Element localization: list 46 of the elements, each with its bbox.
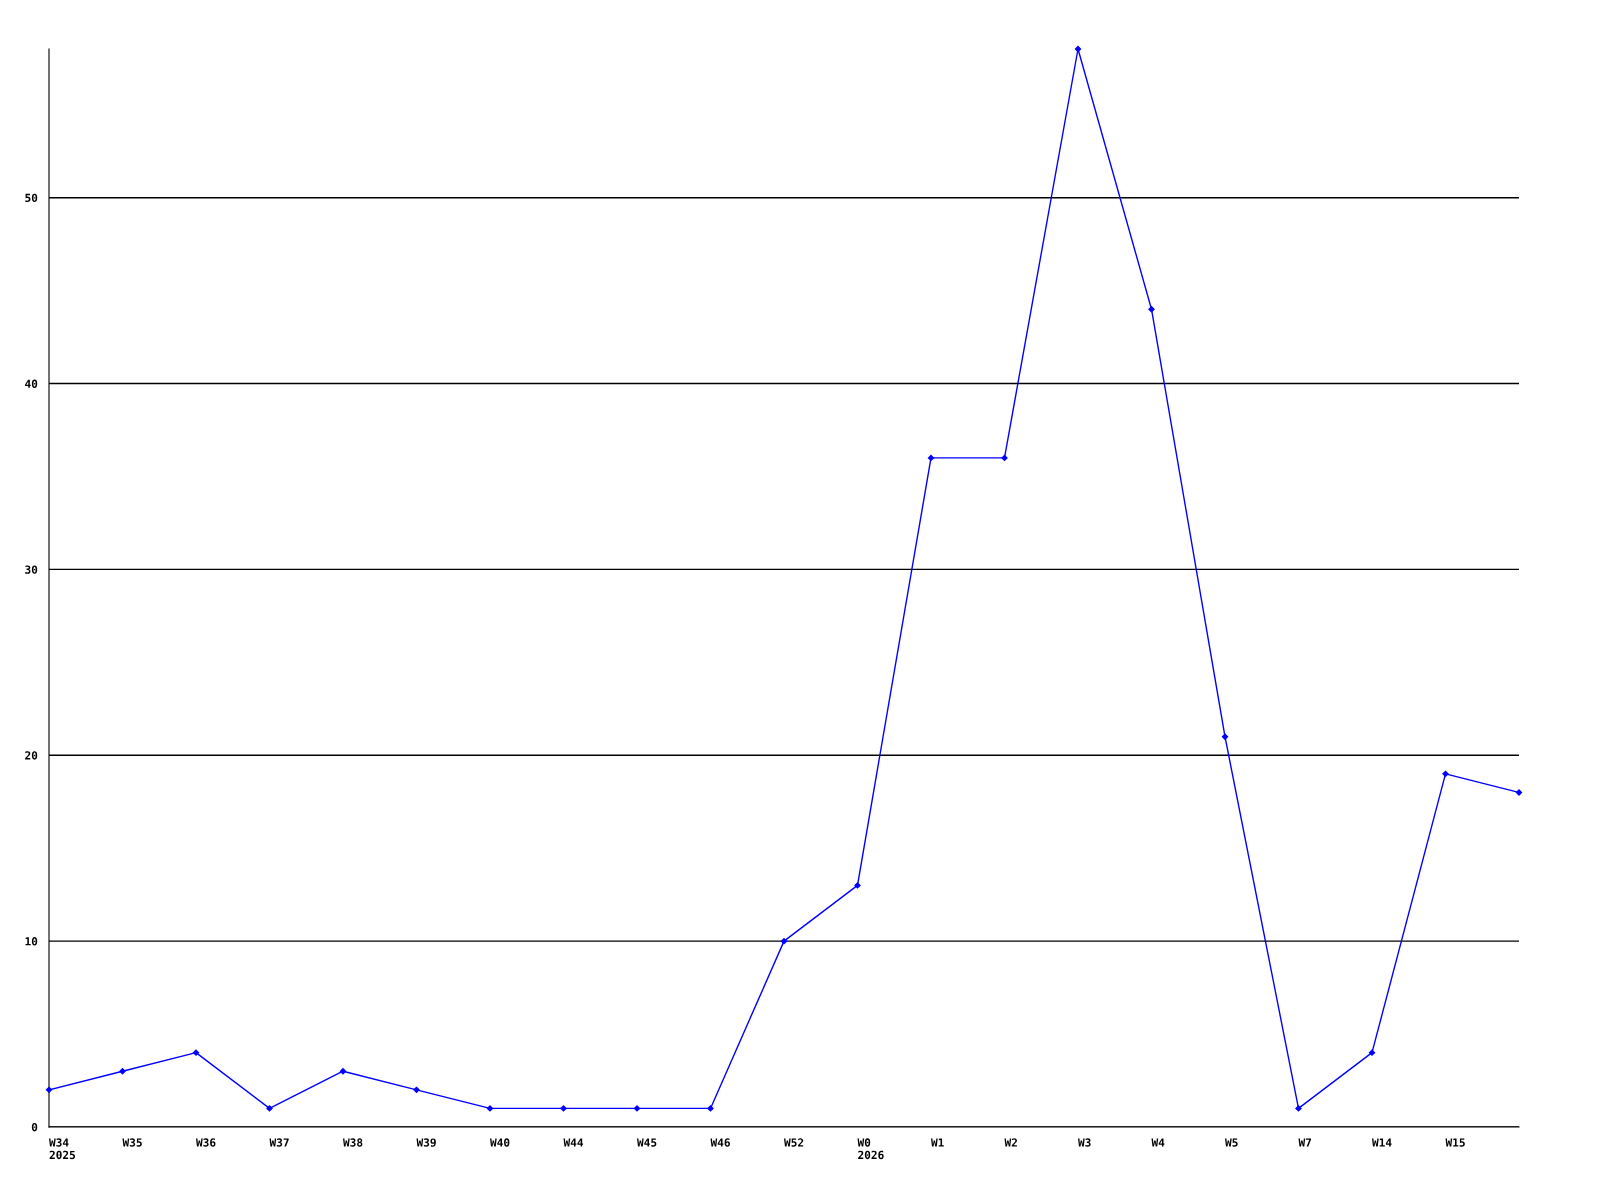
y-tick-label: 20 <box>25 751 38 760</box>
point <box>1148 306 1155 313</box>
x-tick-label: W5 <box>1225 1138 1238 1147</box>
x-tick-label: W46 <box>710 1138 730 1147</box>
x-tick-label: W36 <box>196 1138 216 1147</box>
point <box>192 1049 200 1056</box>
x-tick-label: W52 <box>784 1138 804 1147</box>
point <box>560 1105 567 1112</box>
point <box>1074 45 1082 53</box>
point <box>854 882 861 889</box>
x-tick-label: W7 <box>1298 1138 1312 1147</box>
x-tick-label: W45 <box>637 1138 657 1147</box>
x-tick-label: W2 <box>1004 1138 1017 1147</box>
x-tick-label: W15 <box>1445 1138 1465 1147</box>
x-tick-label: W40 <box>490 1138 510 1147</box>
y-tick-label: 50 <box>25 193 38 203</box>
point <box>1368 1049 1376 1056</box>
point <box>1442 770 1449 778</box>
x-tick-label: W34 2025 <box>49 1138 75 1160</box>
y-tick-label: 30 <box>25 565 38 574</box>
x-tick-label: W38 <box>343 1138 363 1147</box>
point <box>633 1105 641 1112</box>
point <box>1001 454 1008 462</box>
point <box>486 1105 494 1112</box>
x-tick-label: W35 <box>122 1138 142 1147</box>
point <box>927 454 935 462</box>
point <box>707 1105 714 1112</box>
x-tick-label: W4 <box>1151 1138 1165 1147</box>
point <box>413 1086 420 1093</box>
x-tick-label: W0 2026 <box>857 1138 884 1160</box>
x-tick-label: W37 <box>269 1138 289 1147</box>
point <box>1295 1105 1302 1112</box>
point <box>119 1068 126 1075</box>
point <box>780 937 788 945</box>
point <box>1221 733 1229 740</box>
point <box>45 1086 53 1093</box>
x-tick-label: W44 <box>563 1138 584 1147</box>
y-tick-label: 40 <box>25 379 38 388</box>
x-tick-label: W1 <box>931 1138 944 1147</box>
y-tick-label: 10 <box>25 937 38 946</box>
y-tick-label: 0 <box>31 1122 38 1132</box>
x-tick-label: W3 <box>1078 1138 1091 1147</box>
point <box>339 1068 347 1075</box>
x-tick-label: W14 <box>1372 1138 1392 1147</box>
x-tick-label: W39 <box>416 1138 436 1147</box>
point <box>266 1105 273 1112</box>
